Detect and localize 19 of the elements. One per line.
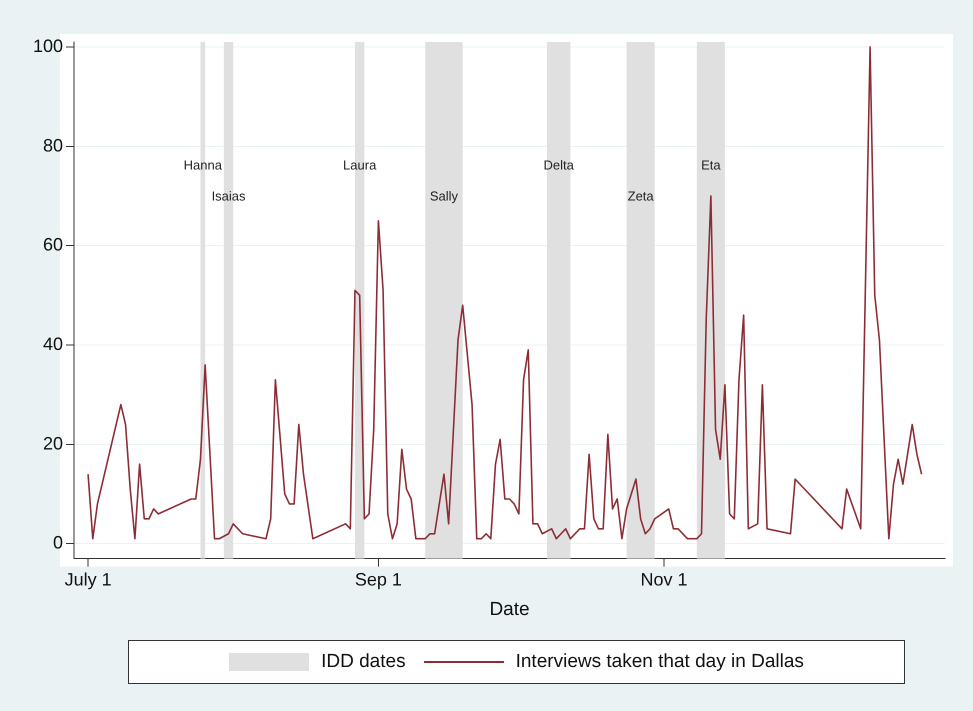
legend-label: Interviews taken that day in Dallas	[516, 651, 804, 673]
text: IDD dates	[321, 651, 406, 673]
y-tick-label: 100	[32, 36, 64, 56]
y-tick-label: 80	[43, 135, 64, 156]
band-label: Hanna	[184, 158, 223, 173]
band-label: Zeta	[628, 188, 654, 204]
band-label: Isaias	[212, 188, 246, 204]
x-tick-label: July 1	[64, 569, 112, 590]
band-label: Sally	[430, 188, 459, 204]
y-tick-label: 60	[43, 234, 64, 255]
band-label: Eta	[701, 158, 722, 173]
y-tick-label: 0	[53, 532, 64, 553]
y-tick-label: 20	[43, 433, 64, 454]
band-label: Laura	[343, 158, 378, 173]
x-tick-label: Nov 1	[640, 569, 688, 590]
band-label: Delta	[544, 158, 575, 173]
x-tick-label: Sep 1	[354, 569, 402, 590]
x-axis-title: Date	[489, 598, 530, 620]
y-tick-label: 40	[43, 334, 64, 354]
